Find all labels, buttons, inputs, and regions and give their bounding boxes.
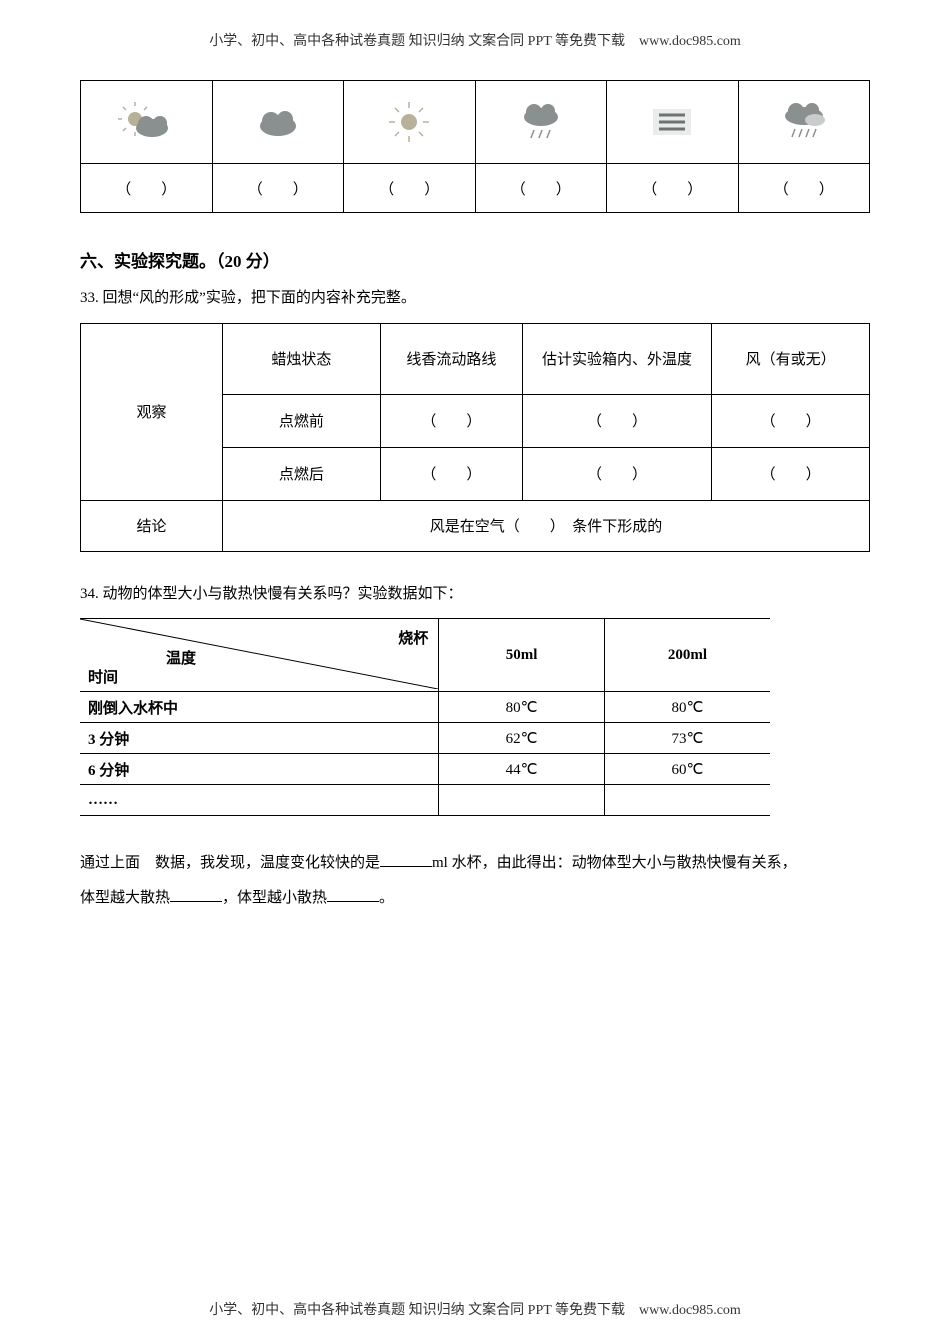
page-footer: 小学、初中、高中各种试卷真题 知识归纳 文案合同 PPT 等免费下载 www.d… (0, 1299, 950, 1319)
q33-r1: 点燃前 (223, 394, 381, 447)
weather-cell-4 (475, 81, 607, 164)
q33-r1-c1: （ ） (380, 394, 522, 447)
q34-num: 34. (80, 586, 99, 602)
q34-diag-cell: 烧杯 温度 时间 (80, 619, 439, 692)
fog-icon (649, 107, 695, 137)
diagonal-line-icon (80, 619, 438, 689)
blank-3[interactable] (327, 887, 379, 902)
q34-para-c: 体型越大散热 (80, 890, 170, 906)
q33-observe: 观察 (81, 323, 223, 500)
weather-cell-3 (344, 81, 476, 164)
q34-table: 烧杯 温度 时间 50ml 200ml 刚倒入水杯中 80℃ 80℃ 3 分钟 … (80, 619, 770, 815)
q34-row1-label: 3 分钟 (80, 723, 439, 754)
section-6-title: 六、实验探究题。（20 分） (80, 247, 870, 272)
q33-conclusion-label: 结论 (81, 500, 223, 551)
q34-col2: 200ml (604, 619, 770, 692)
blank-2[interactable] (170, 887, 222, 902)
cloud-icon (253, 104, 303, 140)
sun-cloud-icon (118, 101, 174, 143)
q33-conclusion-text: 风是在空气（ ） 条件下形成的 (223, 500, 870, 551)
q34-row3-c1 (439, 785, 605, 816)
weather-cell-5 (607, 81, 739, 164)
q33-h3: 估计实验箱内、外温度 (522, 323, 711, 394)
rain-cloud-icon (777, 100, 831, 144)
q34-body: 动物的体型大小与散热快慢有关系吗？实验数据如下： (103, 586, 463, 602)
q34-row1-c1: 62℃ (439, 723, 605, 754)
q34-para-e: 。 (379, 890, 394, 906)
q33-r2: 点燃后 (223, 447, 381, 500)
weather-answer-1: （ ） (81, 164, 213, 213)
q33-r2-c1: （ ） (380, 447, 522, 500)
q34-row2-c2: 60℃ (604, 754, 770, 785)
light-rain-icon (516, 100, 566, 144)
q34-row2-c1: 44℃ (439, 754, 605, 785)
weather-cell-2 (212, 81, 344, 164)
q33-r2-c3: （ ） (712, 447, 870, 500)
weather-cell-1 (81, 81, 213, 164)
q33-h4: 风（有或无） (712, 323, 870, 394)
q34-row3-c2 (604, 785, 770, 816)
q33-h1: 蜡烛状态 (223, 323, 381, 394)
q33-r1-c3: （ ） (712, 394, 870, 447)
q34-para-d: ，体型越小散热 (222, 890, 327, 906)
weather-cell-6 (738, 81, 870, 164)
q33-r2-c2: （ ） (522, 447, 711, 500)
weather-answer-6: （ ） (738, 164, 870, 213)
q34-row3-label: …… (80, 785, 439, 816)
q34-diag-c: 时间 (88, 666, 118, 687)
q34-diag-b: 温度 (166, 647, 196, 668)
q34-col1: 50ml (439, 619, 605, 692)
q34-row2-label: 6 分钟 (80, 754, 439, 785)
weather-answer-2: （ ） (212, 164, 344, 213)
q34-row0-c2: 80℃ (604, 692, 770, 723)
q34-row0-c1: 80℃ (439, 692, 605, 723)
q33-h2: 线香流动路线 (380, 323, 522, 394)
q34-row1-c2: 73℃ (604, 723, 770, 754)
q34-paragraph: 通过上面 数据，我发现，温度变化较快的是 ml 水杯，由此得出：动物体型大小与散热… (80, 846, 870, 915)
page-header: 小学、初中、高中各种试卷真题 知识归纳 文案合同 PPT 等免费下载 www.d… (80, 30, 870, 50)
q34-text: 34. 动物的体型大小与散热快慢有关系吗？实验数据如下： (80, 580, 870, 609)
q33-text: 33. 回想“风的形成”实验，把下面的内容补充完整。 (80, 284, 870, 313)
q34-row0-label: 刚倒入水杯中 (80, 692, 439, 723)
weather-answer-4: （ ） (475, 164, 607, 213)
blank-1[interactable] (380, 852, 432, 867)
q33-r1-c2: （ ） (522, 394, 711, 447)
sun-icon (385, 98, 433, 146)
q33-body: 回想“风的形成”实验，把下面的内容补充完整。 (103, 290, 416, 306)
q34-table-wrap: 烧杯 温度 时间 50ml 200ml 刚倒入水杯中 80℃ 80℃ 3 分钟 … (80, 618, 770, 816)
q34-diag-a: 烧杯 (398, 627, 428, 648)
q33-num: 33. (80, 290, 99, 306)
q34-para-a: 通过上面 数据，我发现，温度变化较快的是 (80, 855, 380, 871)
weather-answer-5: （ ） (607, 164, 739, 213)
weather-icons-table: （ ） （ ） （ ） （ ） （ ） （ ） (80, 80, 870, 213)
weather-answer-3: （ ） (344, 164, 476, 213)
q34-para-b: ml 水杯，由此得出：动物体型大小与散热快慢有关系， (432, 855, 797, 871)
q33-table: 观察 蜡烛状态 线香流动路线 估计实验箱内、外温度 风（有或无） 点燃前 （ ）… (80, 323, 870, 552)
